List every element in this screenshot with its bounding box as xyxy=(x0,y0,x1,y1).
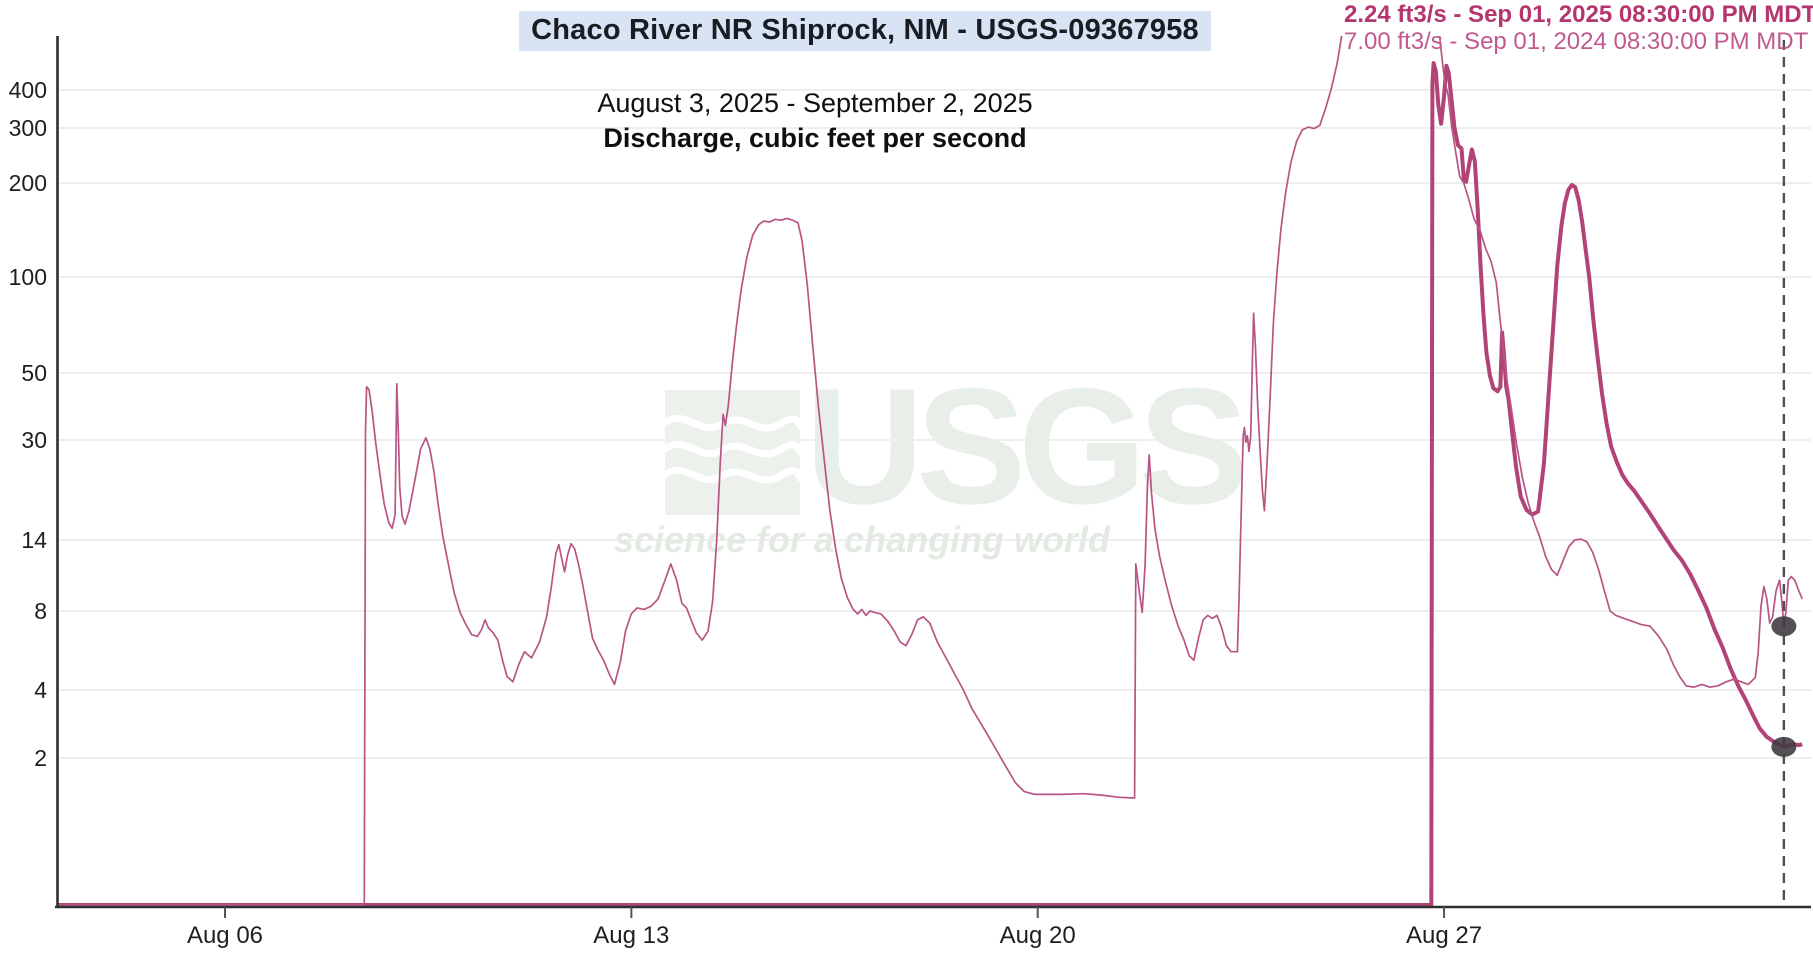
chart-title: Chaco River NR Shiprock, NM - USGS-09367… xyxy=(519,11,1211,51)
legend-previous-value: 7.00 ft3/s - Sep 01, 2024 08:30:00 PM MD… xyxy=(1344,28,1809,55)
x-tick-label: Aug 06 xyxy=(187,922,263,949)
usgs-watermark-tagline: science for a changing world xyxy=(614,519,1111,560)
y-tick-label-30: 30 xyxy=(21,427,47,453)
y-tick-label-14: 14 xyxy=(21,527,47,553)
latest-value-dot-2024 xyxy=(1771,616,1797,637)
x-tick-label: Aug 13 xyxy=(593,922,669,949)
y-tick-label-300: 300 xyxy=(9,115,47,141)
latest-value-dot-2025 xyxy=(1771,736,1797,757)
y-tick-label-200: 200 xyxy=(9,170,47,196)
y-tick-label-8: 8 xyxy=(34,598,47,624)
x-tick-label: Aug 27 xyxy=(1406,922,1482,949)
usgs-logo-wave-icon xyxy=(660,440,805,458)
discharge-series-2025 xyxy=(57,61,1803,907)
usgs-logo-wave-icon xyxy=(660,466,805,484)
x-tick-label: Aug 20 xyxy=(1000,922,1076,949)
y-tick-label-50: 50 xyxy=(21,360,47,386)
chart-legend: 2.24 ft3/s - Sep 01, 2025 08:30:00 PM MD… xyxy=(1344,1,1813,55)
parameter-label: Discharge, cubic feet per second xyxy=(603,123,1027,153)
y-tick-label-4: 4 xyxy=(34,677,47,703)
usgs-logo-wave-icon xyxy=(660,414,805,432)
usgs-watermark-text: USGS xyxy=(805,354,1243,538)
chart-title-row: Chaco River NR Shiprock, NM - USGS-09367… xyxy=(0,11,1730,51)
legend-current-value: 2.24 ft3/s - Sep 01, 2025 08:30:00 PM MD… xyxy=(1344,1,1813,28)
y-tick-label-100: 100 xyxy=(9,264,47,290)
y-tick-label-2: 2 xyxy=(34,745,47,771)
y-tick-label-400: 400 xyxy=(9,77,47,103)
chart-date-range: August 3, 2025 - September 2, 2025 xyxy=(597,88,1033,118)
discharge-series-2024 xyxy=(57,36,1803,906)
